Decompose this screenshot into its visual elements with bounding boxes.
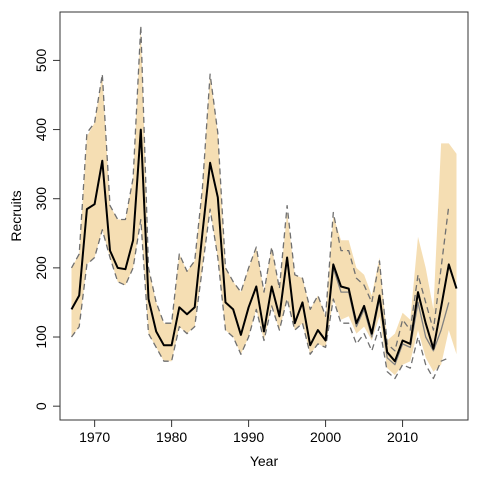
plot-frame bbox=[59, 11, 469, 421]
x-tick-label-1990: 1990 bbox=[233, 429, 264, 445]
x-tick-label-1970: 1970 bbox=[79, 429, 110, 445]
main-recruits-line bbox=[70, 128, 458, 363]
y-tick-label-100: 100 bbox=[33, 325, 49, 349]
confidence-band bbox=[71, 25, 457, 376]
y-tick-label-400: 400 bbox=[33, 118, 49, 142]
y-tick-label-500: 500 bbox=[33, 49, 49, 73]
series-layer bbox=[70, 25, 458, 380]
x-tick-label-2000: 2000 bbox=[310, 429, 341, 445]
y-tick-label-0: 0 bbox=[33, 402, 49, 410]
y-tick-label-300: 300 bbox=[33, 187, 49, 211]
x-tick-label-2010: 2010 bbox=[387, 429, 418, 445]
x-axis-label: Year bbox=[250, 453, 279, 469]
y-tick-label-200: 200 bbox=[33, 256, 49, 280]
y-axis-label: Recruits bbox=[8, 190, 24, 241]
lower-bound-dashed-line bbox=[70, 208, 450, 380]
x-tick-label-1980: 1980 bbox=[156, 429, 187, 445]
x-axis: 1970 1980 1990 2000 2010 bbox=[79, 420, 418, 445]
y-axis: 0 100 200 300 400 500 bbox=[33, 49, 60, 410]
confidence-band-layer bbox=[71, 25, 457, 376]
axes-layer bbox=[59, 11, 469, 421]
upper-bound-dashed-line bbox=[70, 25, 450, 352]
